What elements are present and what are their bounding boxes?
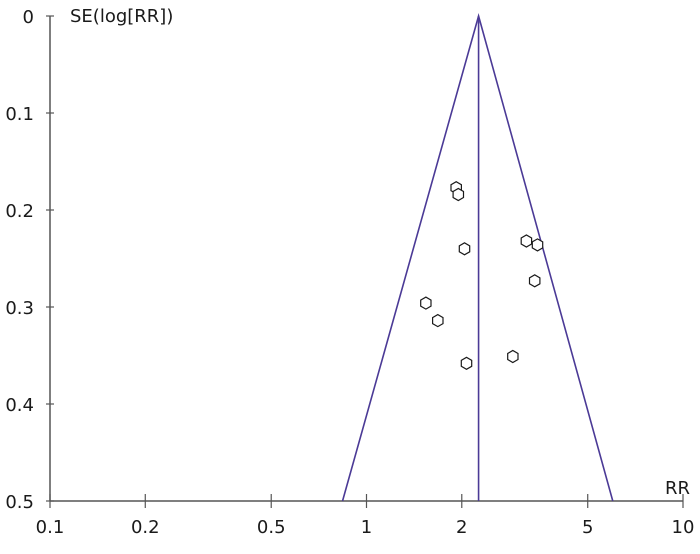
data-point [458,242,471,256]
funnel [341,13,614,502]
data-point [420,296,432,310]
x-axis-label: RR [665,478,690,499]
x-tick-label: 0.2 [131,517,160,538]
funnel-boundary [341,13,614,502]
x-tick-label: 10 [672,517,695,538]
x-tick-label: 2 [456,517,467,538]
data-point [460,356,473,370]
axes: 00.10.20.30.40.50.1 0.2 0.5 1 2 5 10 [5,7,694,538]
data-point [507,349,519,364]
y-tick-label: 0.3 [5,298,34,319]
data-point [452,187,465,202]
y-tick-label: 0.4 [5,395,34,416]
points [420,181,544,370]
data-point [520,234,533,248]
y-tick-label: 0.1 [5,104,34,125]
x-tick-label: 0.1 [36,517,65,538]
x-tick-label: 1 [361,517,372,538]
data-point [432,313,444,328]
y-tick-label: 0.2 [5,201,34,222]
x-tick-label: 0.5 [257,517,286,538]
y-tick-label: 0 [23,7,34,28]
y-tick-label: 0.5 [5,492,34,513]
y-axis-label: SE(log[RR]) [70,6,173,27]
data-point [528,274,541,288]
data-point [531,238,544,252]
x-tick-label: 5 [582,517,593,538]
